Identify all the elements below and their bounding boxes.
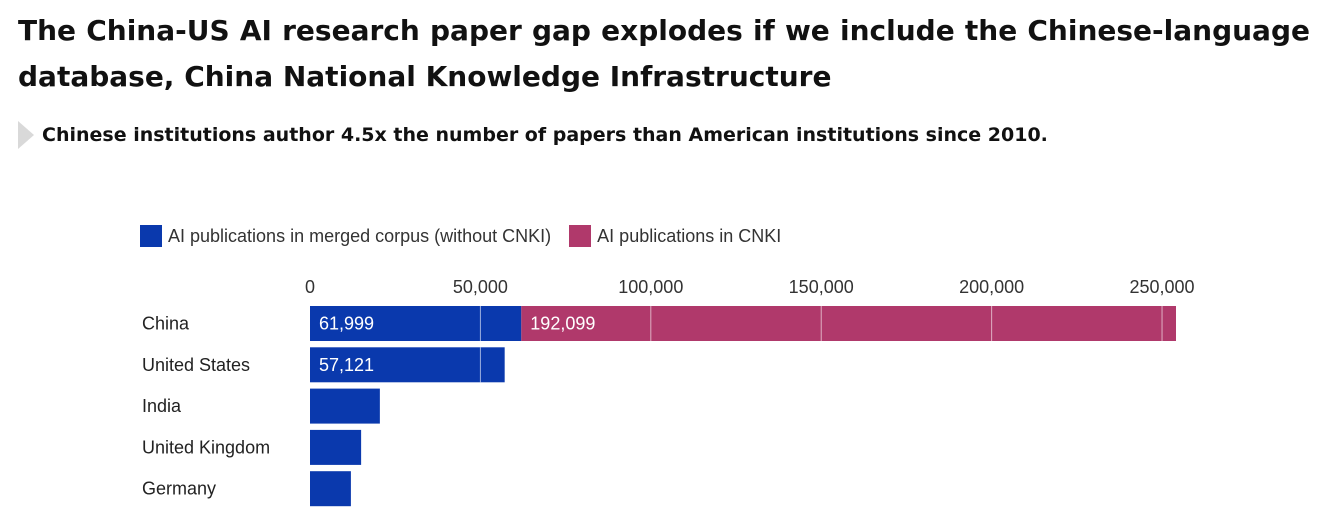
legend-item-merged: AI publications in merged corpus (withou… — [140, 225, 551, 247]
x-tick-label: 250,000 — [1129, 277, 1194, 297]
triangle-bullet-icon — [18, 121, 34, 149]
legend-item-cnki: AI publications in CNKI — [569, 225, 781, 247]
data-label: 57,121 — [319, 355, 374, 375]
data-label: 61,999 — [319, 314, 374, 334]
legend-label-merged: AI publications in merged corpus (withou… — [168, 225, 552, 246]
bar-segment — [310, 388, 380, 424]
legend-swatch-merged — [140, 225, 162, 247]
category-label: United States — [142, 355, 250, 375]
bar-segment — [521, 306, 1176, 341]
category-label: United Kingdom — [142, 437, 270, 457]
data-label: 192,099 — [530, 314, 595, 334]
chart-subtitle: Chinese institutions author 4.5x the num… — [42, 124, 1048, 146]
x-tick-label: 50,000 — [453, 277, 508, 297]
category-label: Germany — [142, 479, 216, 499]
bar-segment — [310, 347, 505, 383]
legend-label-cnki: AI publications in CNKI — [597, 225, 782, 246]
x-tick-label: 0 — [305, 277, 315, 297]
category-label: India — [142, 396, 182, 416]
x-tick-label: 100,000 — [618, 277, 683, 297]
bar-segment — [310, 306, 522, 341]
legend-swatch-cnki — [569, 225, 592, 247]
bar-segment — [310, 471, 351, 507]
category-label: China — [142, 314, 190, 334]
chart-title: The China-US AI research paper gap explo… — [18, 14, 1310, 93]
legend: AI publications in merged corpus (withou… — [140, 225, 799, 247]
subtitle-row: Chinese institutions author 4.5x the num… — [18, 118, 1048, 152]
x-tick-label: 150,000 — [789, 277, 854, 297]
bar-segment — [310, 429, 362, 465]
x-tick-label: 200,000 — [959, 277, 1024, 297]
